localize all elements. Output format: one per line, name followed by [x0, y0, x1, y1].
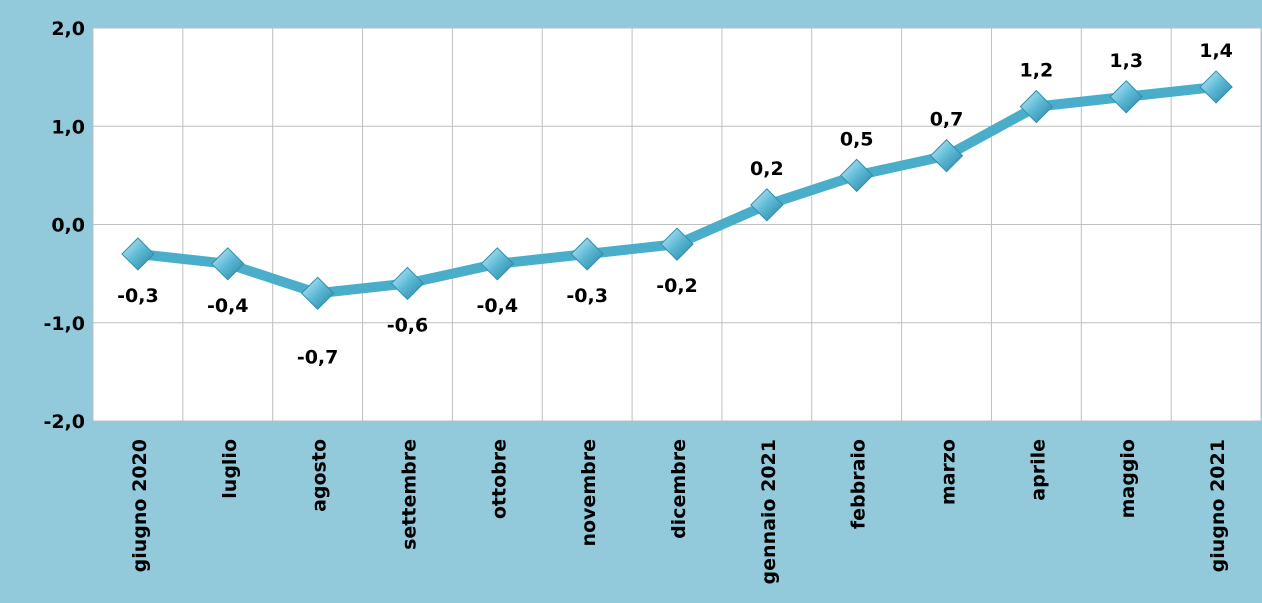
data-point-marker	[1019, 89, 1054, 124]
x-tick-label: agosto	[309, 439, 331, 512]
x-tick-label: luglio	[219, 439, 241, 499]
data-label: 0,2	[750, 158, 784, 180]
x-tick-label: ottobre	[488, 439, 510, 519]
data-point-marker	[839, 158, 874, 193]
data-label: -0,6	[387, 314, 429, 336]
data-point-marker	[211, 247, 245, 281]
x-tick-label: giugno 2020	[129, 439, 151, 572]
data-label: -0,7	[297, 346, 339, 368]
data-label: 1,4	[1199, 40, 1233, 62]
data-label: -0,3	[117, 285, 159, 307]
data-point-marker	[1109, 80, 1143, 114]
data-point-marker	[660, 227, 694, 261]
data-point-marker	[390, 266, 425, 301]
horizontal-gridlines	[93, 27, 1261, 422]
y-tick-label: -2,0	[43, 411, 85, 433]
data-point-marker	[480, 247, 515, 281]
data-point-marker	[121, 237, 155, 271]
data-point-marker	[570, 237, 604, 271]
x-tick-label: settembre	[398, 439, 420, 550]
x-tick-label: dicembre	[668, 439, 690, 539]
data-label: -0,4	[207, 295, 249, 317]
data-point-marker	[1199, 70, 1233, 104]
data-label: -0,4	[477, 295, 519, 317]
data-label: 0,5	[840, 128, 874, 150]
y-tick-label: 1,0	[51, 116, 85, 138]
y-tick-label: 2,0	[51, 18, 85, 40]
y-tick-label: 0,0	[51, 215, 85, 237]
data-label: 0,7	[930, 109, 964, 131]
y-axis-tick-labels: 2,0 1,0 0,0 -1,0 -2,0	[43, 18, 85, 433]
data-label: -0,3	[566, 285, 608, 307]
data-label: 1,3	[1109, 50, 1143, 72]
data-point-marker	[300, 276, 335, 310]
data-label: -0,2	[656, 275, 698, 297]
x-axis-tick-labels: giugno 2020 luglio agosto settembre ottobre n…	[129, 439, 1229, 584]
data-point-marker	[929, 139, 964, 173]
x-tick-label: gennaio 2021	[758, 439, 780, 584]
x-tick-label: febbraio	[848, 439, 870, 529]
series-markers	[121, 70, 1233, 310]
x-tick-label: aprile	[1027, 439, 1049, 501]
data-labels: -0,3 -0,4 -0,7 -0,6 -0,4 -0,3 -0,2 0,2 0,5 0,7 1,2…	[117, 40, 1233, 368]
x-tick-label: marzo	[938, 439, 960, 505]
x-tick-label: novembre	[578, 439, 600, 547]
x-tick-label: maggio	[1117, 439, 1139, 518]
data-label: 1,2	[1020, 60, 1054, 82]
y-tick-label: -1,0	[43, 313, 85, 335]
x-tick-label: giugno 2021	[1207, 439, 1229, 572]
data-point-marker	[750, 188, 784, 222]
